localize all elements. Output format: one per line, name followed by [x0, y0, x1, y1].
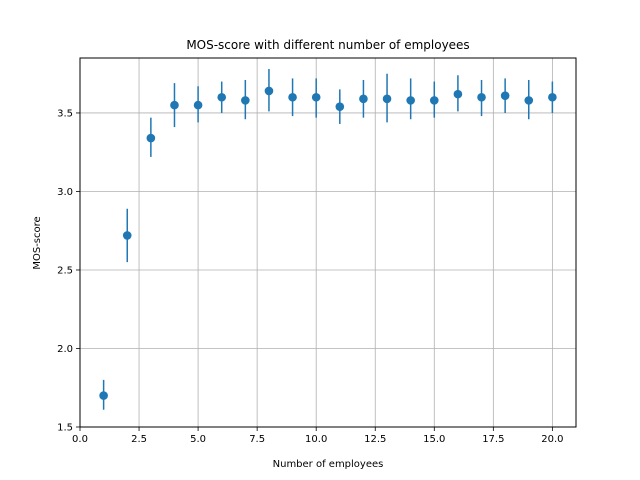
- x-tick-label: 0.0: [72, 434, 88, 445]
- data-point: [382, 94, 392, 104]
- y-axis-title: MOS-score: [32, 216, 43, 269]
- x-tick-label: 5.0: [190, 434, 206, 445]
- y-tick-label: 3.0: [57, 187, 73, 198]
- chart-title: MOS-score with different number of emplo…: [186, 38, 469, 52]
- data-point: [122, 231, 132, 240]
- data-point: [477, 92, 486, 102]
- data-point: [311, 92, 321, 102]
- data-point: [193, 100, 203, 110]
- x-tick-label: 2.5: [131, 434, 147, 445]
- x-tick-label: 17.5: [482, 434, 504, 445]
- x-tick-label: 15.0: [423, 434, 445, 445]
- data-point: [359, 94, 368, 104]
- data-point: [217, 92, 227, 102]
- data-point: [146, 133, 156, 143]
- data-series: [99, 68, 557, 410]
- data-point: [99, 391, 108, 400]
- x-axis-title: Number of employees: [273, 459, 384, 470]
- x-tick-label: 12.5: [364, 434, 386, 445]
- data-point: [429, 96, 439, 105]
- x-tick-label: 10.0: [305, 434, 327, 445]
- x-tick-label: 20.0: [541, 434, 563, 445]
- y-tick-label: 1.5: [57, 423, 73, 434]
- data-point: [241, 96, 250, 105]
- grid-lines: [79, 58, 576, 428]
- y-tick-label: 2.0: [57, 344, 73, 355]
- data-point: [406, 96, 415, 105]
- data-point: [500, 91, 510, 100]
- data-point: [548, 92, 557, 102]
- y-tick-label: 2.5: [57, 265, 73, 276]
- data-point: [453, 89, 463, 99]
- data-point: [288, 92, 297, 102]
- data-point: [524, 96, 534, 105]
- data-point: [264, 86, 274, 96]
- plot-frame: [79, 57, 577, 428]
- data-point: [335, 102, 345, 111]
- axis-ticks: 0.0 2.5 5.0 7.5 10.0 12.5 15.0 17.5 20.0 1.5 2.0 2.…: [57, 108, 563, 445]
- data-point: [170, 100, 179, 110]
- x-tick-label: 7.5: [249, 434, 265, 445]
- y-tick-label: 3.5: [57, 108, 73, 119]
